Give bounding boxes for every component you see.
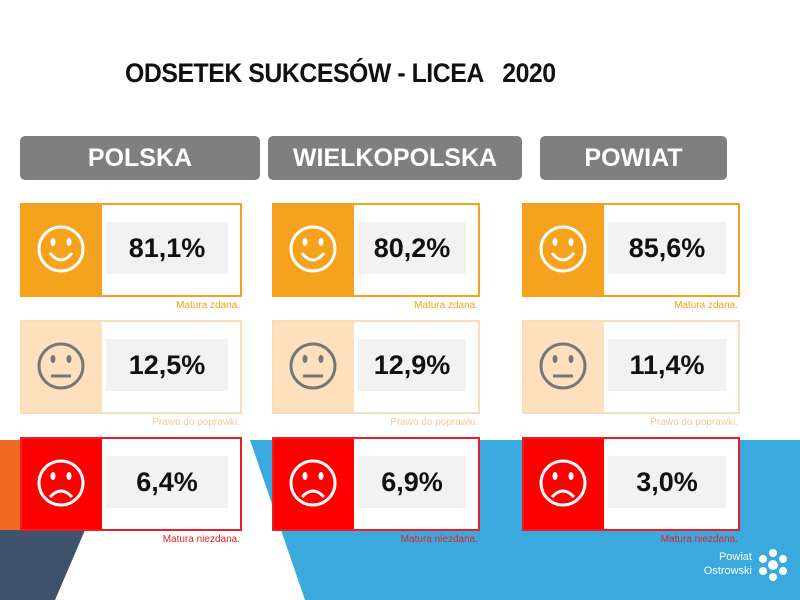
result-card: 81,1% Matura zdana. [20, 203, 242, 311]
result-card: 85,6% Matura zdana. [522, 203, 740, 311]
face [289, 225, 337, 273]
caption: Prawo do poprawki. [390, 417, 478, 428]
result-card: 6,4% Matura niezdana. [20, 437, 242, 545]
caption: Matura zdana. [674, 300, 738, 311]
value: 85,6% [608, 222, 726, 274]
face [37, 342, 85, 390]
logo-line2: Ostrowski [704, 565, 752, 577]
face-icon [524, 322, 604, 412]
face [539, 459, 587, 507]
face [289, 459, 337, 507]
result-card: 3,0% Matura niezdana. [522, 437, 740, 545]
column-header: WIELKOPOLSKA [268, 136, 522, 180]
face [37, 459, 85, 507]
result-card: 12,5% Prawo do poprawki. [20, 320, 242, 428]
column-header: POLSKA [20, 136, 260, 180]
result-card: 6,9% Matura niezdana. [272, 437, 480, 545]
caption: Matura niezdana. [660, 534, 738, 545]
face-icon [22, 439, 102, 529]
dark-shape [0, 530, 85, 600]
caption: Prawo do poprawki. [152, 417, 240, 428]
logo-icon [759, 549, 787, 581]
value: 11,4% [608, 339, 726, 391]
title: ODSETEK SUKCESÓW - LICEA 2020 [125, 58, 556, 88]
face-icon [274, 205, 354, 295]
value: 81,1% [106, 222, 228, 274]
result-card: 11,4% Prawo do poprawki. [522, 320, 740, 428]
face-icon [22, 322, 102, 412]
caption: Matura zdana. [414, 300, 478, 311]
face-icon [22, 205, 102, 295]
result-card: 12,9% Prawo do poprawki. [272, 320, 480, 428]
face [289, 342, 337, 390]
caption: Matura zdana. [176, 300, 240, 311]
result-card: 80,2% Matura zdana. [272, 203, 480, 311]
face [539, 342, 587, 390]
value: 80,2% [358, 222, 466, 274]
value: 12,5% [106, 339, 228, 391]
face-icon [524, 205, 604, 295]
value: 12,9% [358, 339, 466, 391]
face-icon [524, 439, 604, 529]
face [539, 225, 587, 273]
face [37, 225, 85, 273]
face-icon [274, 439, 354, 529]
caption: Prawo do poprawki. [650, 417, 738, 428]
column-header: POWIAT [540, 136, 727, 180]
caption: Matura niezdana. [162, 534, 240, 545]
value: 6,9% [358, 456, 466, 508]
value: 6,4% [106, 456, 228, 508]
face-icon [274, 322, 354, 412]
logo-line1: Powiat [719, 551, 752, 563]
value: 3,0% [608, 456, 726, 508]
caption: Matura niezdana. [400, 534, 478, 545]
